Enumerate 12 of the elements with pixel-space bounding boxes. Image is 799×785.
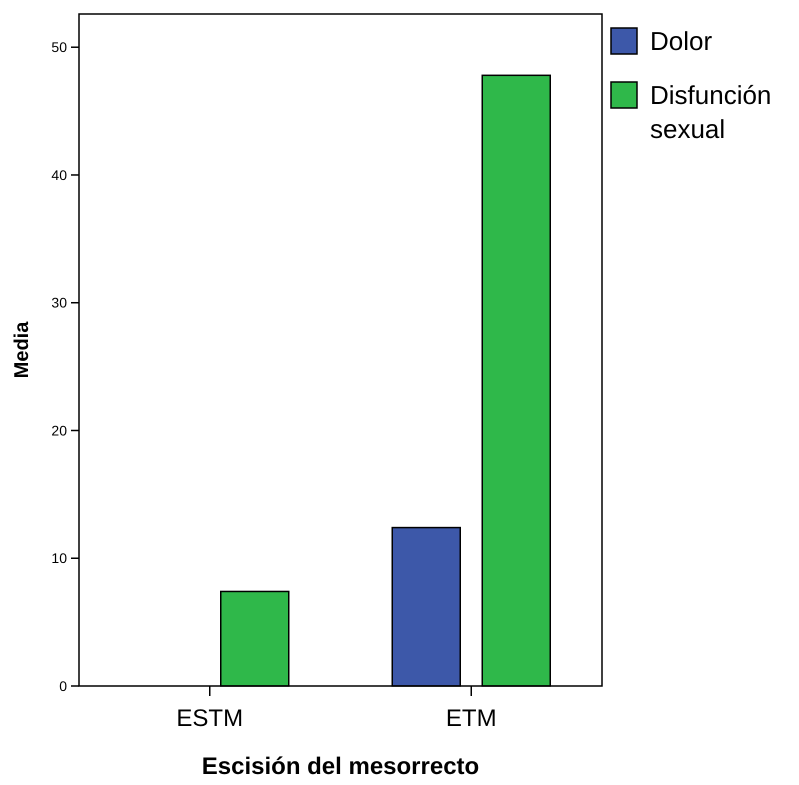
y-axis-title: Media (11, 320, 33, 378)
y-tick-label: 30 (51, 294, 68, 311)
y-tick-label: 20 (51, 422, 68, 438)
y-tick-label: 0 (59, 678, 68, 694)
y-tick-label: 10 (51, 550, 68, 566)
x-tick-label: ESTM (176, 705, 244, 732)
legend-label: Dolor (650, 26, 712, 56)
x-tick-label: ETM (446, 705, 497, 732)
legend-label: Disfunción sexual (650, 80, 772, 144)
y-tick-label: 50 (51, 39, 68, 56)
x-axis-title: Escisión del mesorrecto (202, 753, 480, 780)
y-tick-label: 40 (51, 166, 68, 183)
